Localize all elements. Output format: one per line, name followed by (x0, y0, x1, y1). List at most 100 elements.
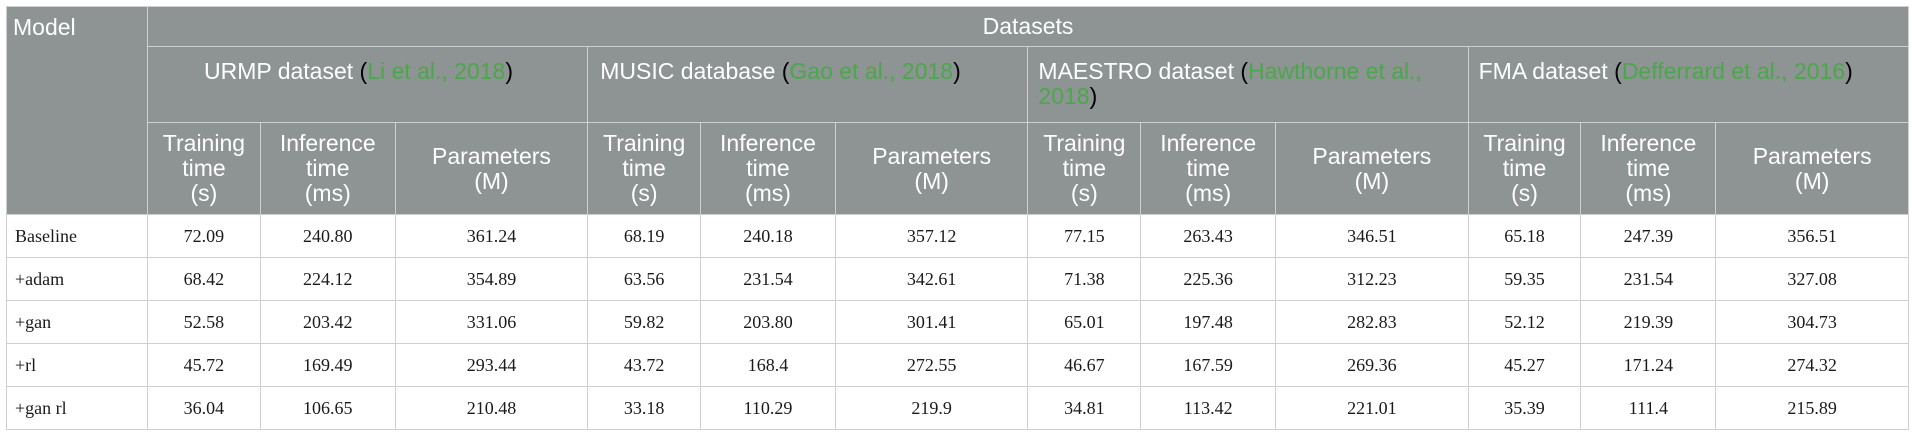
inference-time-header: Inference time (ms) (700, 122, 836, 215)
metric-label-line: Inference (279, 130, 376, 156)
value-cell: 331.06 (394, 300, 589, 344)
citation-link[interactable]: Gao et al., 2018 (789, 58, 954, 84)
parameters-header: Parameters (M) (1275, 122, 1469, 215)
metric-label-line: (ms) (1625, 180, 1672, 206)
metric-label-line: time (182, 155, 226, 181)
metric-label-line: time (1062, 155, 1107, 181)
value-cell: 203.42 (259, 300, 396, 344)
metric-label-line: Inference (1600, 130, 1697, 156)
inference-time-header: Inference time (ms) (1140, 122, 1277, 215)
training-time-header: Training time (s) (147, 122, 261, 215)
value-cell: 169.49 (259, 343, 396, 387)
value-cell: 65.18 (1467, 214, 1582, 258)
value-cell: 111.4 (1580, 386, 1717, 430)
model-name-cell: +adam (5, 257, 149, 301)
value-cell: 45.72 (147, 343, 261, 387)
training-time-header: Training time (s) (1467, 122, 1582, 215)
value-cell: 197.48 (1140, 300, 1277, 344)
value-cell: 272.55 (834, 343, 1029, 387)
training-time-header: Training time (s) (587, 122, 702, 215)
citation-link[interactable]: Hawthorne et al., 2018 (1038, 58, 1422, 109)
table-body: Baseline 72.09 240.80 361.24 68.19 240.18 357.… (5, 214, 1909, 430)
value-cell: 342.61 (834, 257, 1029, 301)
value-cell: 168.4 (700, 343, 836, 387)
value-cell: 59.35 (1467, 257, 1582, 301)
dataset-group-header: FMA dataset (Defferrard et al., 2016) (1467, 46, 1910, 123)
results-table: Model Datasets URMP dataset (Li et al., … (5, 6, 1910, 430)
metric-label-line: Training (603, 130, 686, 156)
citation-link[interactable]: Li et al., 2018 (367, 58, 506, 84)
model-name-cell: +gan (5, 300, 149, 344)
value-cell: 274.32 (1715, 343, 1909, 387)
value-cell: 247.39 (1580, 214, 1717, 258)
metric-label-line: (M) (474, 167, 509, 194)
metric-label-line: Training (162, 130, 246, 156)
value-cell: 113.42 (1140, 386, 1277, 430)
value-cell: 215.89 (1715, 386, 1909, 430)
metric-label-line: (M) (1794, 167, 1830, 194)
dataset-name: MUSIC database (600, 58, 776, 84)
metric-label-line: time (746, 155, 790, 181)
table-row: +rl 45.72 169.49 293.44 43.72 168.4 272.55 46.6… (5, 343, 1909, 387)
metric-label-line: time (306, 155, 350, 181)
value-cell: 225.36 (1140, 257, 1277, 301)
dataset-name: MAESTRO dataset (1038, 58, 1234, 84)
citation-close-paren: ) (953, 58, 961, 84)
model-column-header: Model (5, 6, 149, 215)
metric-label-line: Parameters (1752, 142, 1872, 169)
metric-label-line: Parameters (872, 142, 992, 169)
citation-open-paren: ( (781, 58, 790, 84)
metric-label-line: (M) (1354, 167, 1390, 194)
metric-label-line: Parameters (432, 142, 551, 169)
citation-open-paren: ( (359, 58, 368, 84)
value-cell: 110.29 (700, 386, 836, 430)
value-cell: 72.09 (147, 214, 261, 258)
value-cell: 35.39 (1467, 386, 1582, 430)
value-cell: 52.12 (1467, 300, 1582, 344)
value-cell: 63.56 (587, 257, 702, 301)
table-row: +gan rl 36.04 106.65 210.48 33.18 110.29 219.9… (5, 386, 1909, 430)
value-cell: 231.54 (1580, 257, 1717, 301)
value-cell: 71.38 (1027, 257, 1142, 301)
metric-label-line: time (1626, 155, 1671, 181)
value-cell: 304.73 (1715, 300, 1909, 344)
citation-link[interactable]: Defferrard et al., 2016 (1621, 58, 1846, 84)
value-cell: 221.01 (1275, 386, 1469, 430)
value-cell: 210.48 (394, 386, 589, 430)
metric-label-line: Parameters (1312, 142, 1432, 169)
value-cell: 269.36 (1275, 343, 1469, 387)
value-cell: 282.83 (1275, 300, 1469, 344)
value-cell: 240.18 (700, 214, 836, 258)
metric-label-line: time (1186, 155, 1230, 181)
metric-label-line: Training (1043, 130, 1126, 156)
datasets-header: Datasets (147, 6, 1909, 47)
value-cell: 219.9 (834, 386, 1029, 430)
value-cell: 327.08 (1715, 257, 1909, 301)
value-cell: 106.65 (259, 386, 396, 430)
value-cell: 356.51 (1715, 214, 1909, 258)
table-header: Model Datasets URMP dataset (Li et al., … (5, 6, 1910, 215)
value-cell: 171.24 (1580, 343, 1717, 387)
inference-time-header: Inference time (ms) (1580, 122, 1717, 215)
metric-label-line: Inference (1160, 130, 1257, 156)
model-name-cell: +rl (5, 343, 149, 387)
value-cell: 357.12 (834, 214, 1029, 258)
value-cell: 36.04 (147, 386, 261, 430)
parameters-header: Parameters (M) (394, 122, 589, 215)
metric-label-line: (ms) (1185, 180, 1232, 206)
metric-label-line: (s) (630, 180, 658, 206)
parameters-header: Parameters (M) (1715, 122, 1909, 215)
metric-label-line: (s) (1511, 180, 1538, 206)
citation-close-paren: ) (1089, 83, 1098, 109)
table-row: +gan 52.58 203.42 331.06 59.82 203.80 301.41 65… (5, 300, 1909, 344)
citation-open-paren: ( (1614, 58, 1622, 84)
table-row: Baseline 72.09 240.80 361.24 68.19 240.18 357.… (5, 214, 1909, 258)
value-cell: 263.43 (1140, 214, 1277, 258)
table-row: +adam 68.42 224.12 354.89 63.56 231.54 342.61 7… (5, 257, 1909, 301)
value-cell: 203.80 (700, 300, 836, 344)
dataset-group-header: MUSIC database (Gao et al., 2018) (587, 46, 1029, 123)
inference-time-header: Inference time (ms) (259, 122, 396, 215)
value-cell: 43.72 (587, 343, 702, 387)
metric-label-line: (M) (914, 167, 949, 194)
value-cell: 65.01 (1027, 300, 1142, 344)
